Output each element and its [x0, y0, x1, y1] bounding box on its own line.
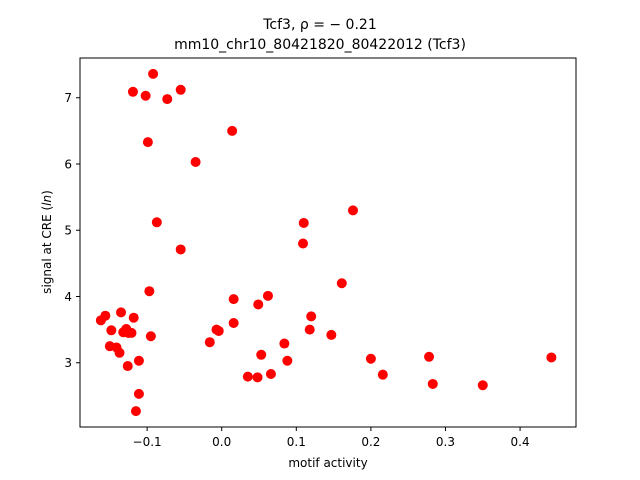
y-tick-label: 3	[64, 356, 72, 370]
data-points	[95, 68, 557, 417]
data-point	[228, 294, 239, 305]
data-point	[126, 327, 137, 338]
data-point	[140, 90, 151, 101]
data-point	[262, 290, 273, 301]
x-tick-label: 0.2	[361, 435, 380, 449]
data-point	[228, 317, 239, 328]
y-tick-label: 4	[64, 290, 72, 304]
data-point	[151, 217, 162, 228]
data-point	[106, 325, 117, 336]
x-tick-label: 0.3	[436, 435, 455, 449]
data-point	[116, 307, 127, 318]
data-point	[227, 125, 238, 136]
data-point	[213, 325, 224, 336]
data-point	[242, 371, 253, 382]
data-point	[298, 238, 309, 249]
data-point	[142, 137, 153, 148]
data-point	[148, 68, 159, 79]
data-point	[279, 338, 290, 349]
data-point	[253, 299, 264, 310]
data-point	[204, 337, 215, 348]
data-point	[304, 324, 315, 335]
data-point	[298, 217, 309, 228]
data-point	[130, 406, 141, 417]
data-point	[175, 244, 186, 255]
x-tick-label: 0.0	[212, 435, 231, 449]
y-tick-label: 6	[64, 157, 72, 171]
data-point	[282, 355, 293, 366]
data-point	[377, 369, 388, 380]
data-point	[122, 361, 133, 372]
data-point	[546, 352, 557, 363]
data-point	[336, 278, 347, 289]
x-tick-label: 0.4	[511, 435, 530, 449]
data-point	[347, 205, 358, 216]
data-point	[162, 94, 173, 105]
data-point	[365, 353, 376, 364]
y-tick-label: 7	[64, 91, 72, 105]
chart-title-line2: mm10_chr10_80421820_80422012 (Tcf3)	[174, 37, 466, 53]
data-point	[175, 84, 186, 95]
data-point	[145, 331, 156, 342]
data-point	[95, 315, 106, 326]
data-point	[306, 311, 317, 322]
y-axis-label: signal at CRE (ln)	[40, 190, 54, 294]
data-point	[114, 347, 125, 358]
data-point	[326, 329, 337, 340]
data-point	[133, 355, 144, 366]
data-point	[427, 378, 438, 389]
axis-ticks: −0.1 0.0 0.1 0.2 0.3 0.4 3 4 5 6 7	[64, 91, 529, 449]
y-tick-label: 5	[64, 224, 72, 238]
data-point	[424, 351, 435, 362]
data-point	[133, 388, 144, 399]
data-point	[190, 157, 201, 168]
chart-title-line1: Tcf3, ρ = − 0.21	[262, 17, 376, 33]
data-point	[144, 286, 155, 297]
x-tick-label: 0.1	[287, 435, 306, 449]
data-point	[252, 372, 263, 383]
plot-frame	[79, 57, 577, 428]
data-point	[265, 369, 276, 380]
data-point	[256, 349, 267, 360]
x-axis-label: motif activity	[288, 456, 367, 470]
x-tick-label: −0.1	[133, 435, 162, 449]
data-point	[477, 380, 488, 391]
data-point	[127, 86, 138, 97]
data-point	[128, 312, 139, 323]
